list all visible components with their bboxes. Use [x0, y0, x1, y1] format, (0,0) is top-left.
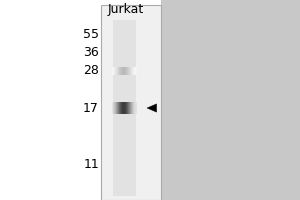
Text: 17: 17	[83, 102, 99, 114]
Polygon shape	[147, 104, 157, 112]
Bar	[160, 0, 300, 200]
Text: 55: 55	[83, 28, 99, 42]
Text: Jurkat: Jurkat	[108, 3, 144, 17]
Text: 11: 11	[83, 158, 99, 171]
Text: 36: 36	[83, 46, 99, 60]
Bar	[100, 5, 160, 200]
Bar	[113, 20, 136, 196]
Text: 28: 28	[83, 64, 99, 77]
